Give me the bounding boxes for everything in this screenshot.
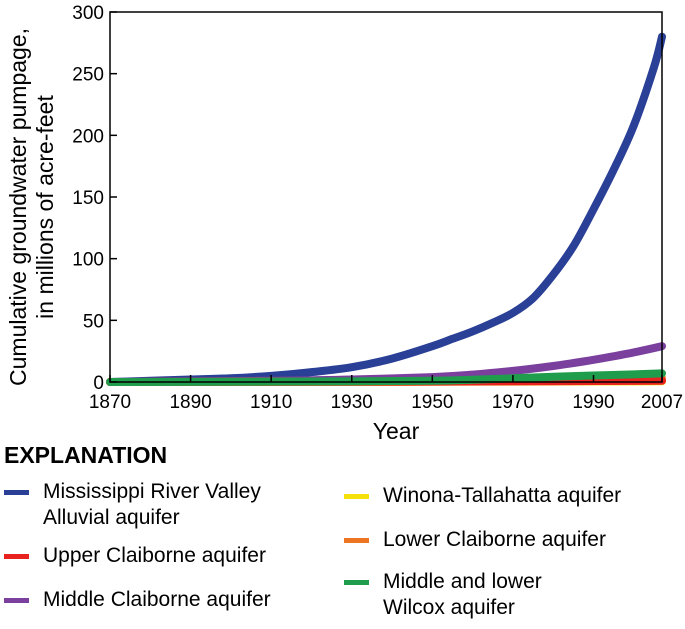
legend-swatch: [344, 494, 369, 499]
legend-item: Lower Claiborne aquifer: [344, 527, 606, 553]
x-axis-title: Year: [373, 418, 420, 440]
y-axis-title-line: in millions of acre-feet: [32, 95, 58, 319]
y-axis-title-line: Cumulative groundwater pumpage,: [5, 28, 31, 386]
legend-label: Winona-Tallahatta aquifer: [383, 484, 622, 507]
y-tick-label: 200: [72, 126, 104, 147]
x-tick-label: 1910: [250, 392, 292, 413]
legend-item: Mississippi River Valley Alluvial aquife…: [4, 479, 261, 531]
x-tick-label: 2007: [641, 392, 683, 413]
legend-label: Middle Claiborne aquifer: [43, 588, 271, 611]
plot-frame: [109, 11, 663, 383]
x-tick-label: 1970: [492, 392, 534, 413]
legend-label: Middle and lower Wilcox aquifer: [383, 570, 542, 619]
y-tick-label: 0: [93, 373, 104, 394]
y-axis-title: Cumulative groundwater pumpage, in millio…: [5, 28, 58, 386]
ticks-layer: 0 50 100 150 200 250 300 1870 1890 1910 1930 1950 19…: [72, 3, 683, 413]
legend-item: Upper Claiborne aquifer: [4, 543, 266, 569]
legend-label: Lower Claiborne aquifer: [383, 528, 606, 551]
x-tick-label: 1950: [411, 392, 453, 413]
y-tick-label: 100: [72, 250, 104, 271]
x-tick-label: 1870: [89, 392, 131, 413]
y-tick-label: 300: [72, 3, 104, 24]
x-tick-label: 1990: [572, 392, 614, 413]
legend-title: EXPLANATION: [4, 442, 168, 468]
legend-item: Middle and lower Wilcox aquifer: [344, 569, 542, 621]
legend-item: Middle Claiborne aquifer: [4, 587, 271, 613]
x-tick-label: 1890: [169, 392, 211, 413]
series-layer: [106, 32, 666, 386]
legend-swatch: [344, 538, 369, 543]
legend-item: Winona-Tallahatta aquifer: [344, 483, 621, 509]
legend-label: Mississippi River Valley Alluvial aquife…: [43, 480, 261, 529]
y-tick-label: 250: [72, 65, 104, 86]
series-line-mississippi-river-valley-alluvial-aquifer: [106, 32, 666, 386]
y-tick-label: 50: [83, 311, 104, 332]
legend-swatch: [4, 554, 29, 559]
legend-swatch: [344, 580, 369, 585]
legend-swatch: [4, 598, 29, 603]
legend-label: Upper Claiborne aquifer: [43, 544, 266, 567]
x-tick-label: 1930: [331, 392, 373, 413]
y-tick-label: 150: [72, 188, 104, 209]
pumpage-chart: Cumulative groundwater pumpage, in millio…: [5, 3, 683, 440]
legend-swatch: [4, 490, 29, 495]
